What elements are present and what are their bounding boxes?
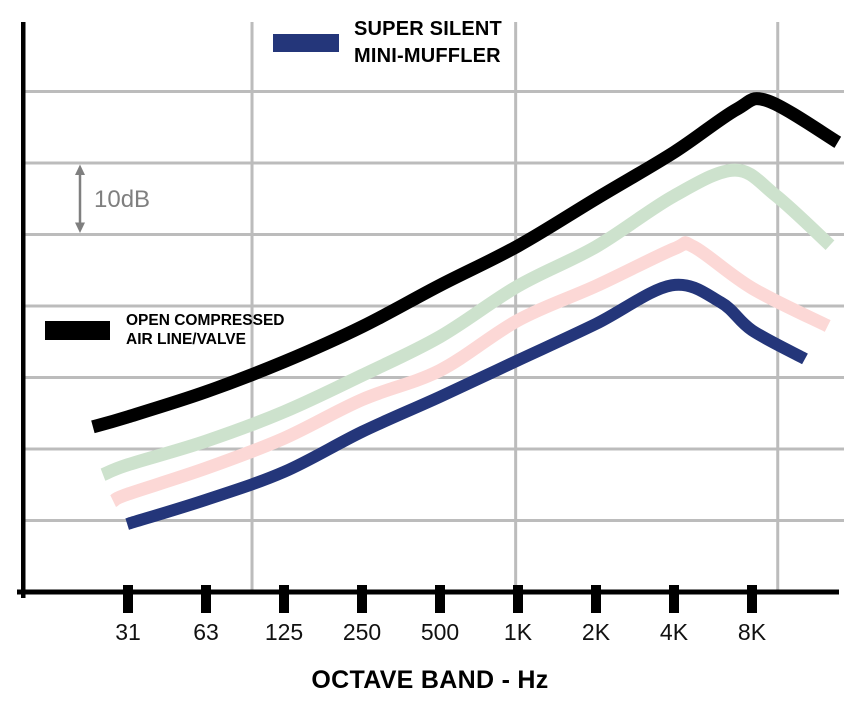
x-tick-250 <box>357 585 367 613</box>
scale-marker-label: 10dB <box>94 186 151 213</box>
x-tick-label-4K: 4K <box>659 619 689 645</box>
x-tick-label-2K: 2K <box>581 619 611 645</box>
legend-open-air-line: OPEN COMPRESSED AIR LINE/VALVE <box>45 311 284 349</box>
legend-open-air-line1: OPEN COMPRESSED <box>126 312 285 329</box>
x-tick-125 <box>279 585 289 613</box>
mini-muffler-swatch <box>273 34 339 52</box>
legend-mini-muffler-line2: MINI-MUFFLER <box>354 45 501 67</box>
x-tick-label-125: 125 <box>264 619 304 645</box>
x-tick-4K <box>669 585 679 613</box>
curve-intermediate-upper <box>100 163 835 481</box>
y-axis-line <box>21 22 26 598</box>
x-tick-31 <box>123 585 133 613</box>
open-air-line-swatch <box>45 320 110 340</box>
legend-mini-muffler-line1: SUPER SILENT <box>354 18 502 40</box>
x-tick-label-63: 63 <box>193 619 219 645</box>
scale-marker-arrowhead-up <box>75 164 85 175</box>
x-tick-8K <box>747 585 757 613</box>
curve-intermediate-lower <box>109 236 831 508</box>
scale-marker-arrowhead-down <box>75 222 85 233</box>
x-tick-500 <box>435 585 445 613</box>
x-axis-title: OCTAVE BAND - Hz <box>311 666 549 694</box>
x-tick-label-31: 31 <box>115 619 141 645</box>
legend-mini-muffler: SUPER SILENT MINI-MUFFLER <box>273 16 502 70</box>
legend-open-air-line2: AIR LINE/VALVE <box>126 331 246 348</box>
x-tick-label-250: 250 <box>342 619 382 645</box>
curve-mini-muffler <box>125 278 808 530</box>
x-tick-1K <box>513 585 523 613</box>
x-tick-63 <box>201 585 211 613</box>
x-tick-2K <box>591 585 601 613</box>
x-tick-label-500: 500 <box>420 619 460 645</box>
x-tick-label-8K: 8K <box>737 619 767 645</box>
x-axis-line <box>17 589 839 595</box>
x-tick-label-1K: 1K <box>503 619 533 645</box>
curve-open-air-line <box>91 92 842 434</box>
